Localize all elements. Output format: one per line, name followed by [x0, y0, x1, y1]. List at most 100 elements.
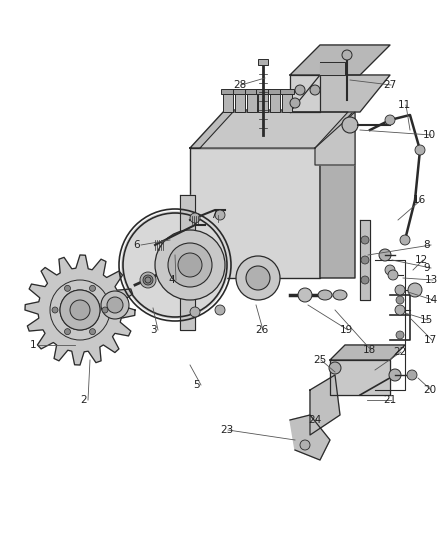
Circle shape — [295, 85, 305, 95]
Circle shape — [395, 285, 405, 295]
Circle shape — [107, 297, 123, 313]
Polygon shape — [180, 195, 195, 330]
Bar — [282, 94, 292, 112]
Circle shape — [396, 331, 404, 339]
Text: 11: 11 — [398, 100, 411, 110]
FancyBboxPatch shape — [190, 148, 320, 278]
Bar — [245, 89, 259, 94]
Text: 16: 16 — [413, 195, 426, 205]
Polygon shape — [290, 75, 320, 112]
Polygon shape — [330, 345, 405, 360]
Text: 3: 3 — [150, 325, 157, 335]
Circle shape — [389, 369, 401, 381]
Polygon shape — [310, 375, 340, 435]
Circle shape — [246, 266, 270, 290]
Circle shape — [178, 253, 202, 277]
Polygon shape — [320, 62, 345, 75]
Circle shape — [140, 272, 156, 288]
Circle shape — [361, 276, 369, 284]
Polygon shape — [330, 360, 390, 395]
Circle shape — [215, 305, 225, 315]
Circle shape — [236, 256, 280, 300]
Text: 22: 22 — [393, 347, 406, 357]
Polygon shape — [190, 110, 355, 148]
Text: 27: 27 — [383, 80, 396, 90]
Bar — [270, 94, 280, 112]
Text: 14: 14 — [425, 295, 438, 305]
Polygon shape — [200, 112, 348, 148]
Bar — [258, 94, 268, 112]
Polygon shape — [360, 220, 370, 300]
Text: 21: 21 — [383, 395, 396, 405]
Text: 23: 23 — [220, 425, 233, 435]
Bar — [221, 89, 235, 94]
Polygon shape — [290, 45, 390, 75]
Text: 19: 19 — [340, 325, 353, 335]
Bar — [268, 89, 282, 94]
Text: 9: 9 — [423, 263, 430, 273]
Circle shape — [89, 329, 95, 335]
Circle shape — [361, 236, 369, 244]
Text: 6: 6 — [133, 240, 140, 250]
Bar — [247, 94, 257, 112]
Circle shape — [121, 211, 229, 319]
Circle shape — [102, 307, 108, 313]
Polygon shape — [290, 415, 330, 460]
Polygon shape — [25, 255, 135, 365]
Circle shape — [52, 307, 58, 313]
Text: 18: 18 — [363, 345, 376, 355]
Bar — [280, 89, 294, 94]
Circle shape — [395, 305, 405, 315]
Circle shape — [310, 85, 320, 95]
Circle shape — [385, 265, 395, 275]
Text: 1: 1 — [30, 340, 37, 350]
Circle shape — [400, 235, 410, 245]
Text: 15: 15 — [420, 315, 433, 325]
Text: 25: 25 — [313, 355, 326, 365]
Text: 10: 10 — [423, 130, 436, 140]
Circle shape — [396, 296, 404, 304]
Text: 17: 17 — [424, 335, 437, 345]
Text: 4: 4 — [168, 275, 175, 285]
Circle shape — [361, 256, 369, 264]
Circle shape — [168, 243, 212, 287]
Polygon shape — [320, 110, 355, 278]
Circle shape — [298, 288, 312, 302]
Circle shape — [408, 283, 422, 297]
Text: 26: 26 — [255, 325, 268, 335]
Text: 7: 7 — [210, 210, 217, 220]
Circle shape — [407, 370, 417, 380]
Circle shape — [190, 213, 200, 223]
Circle shape — [60, 290, 100, 330]
Circle shape — [64, 285, 71, 292]
Bar — [233, 89, 247, 94]
Circle shape — [300, 440, 310, 450]
Circle shape — [342, 50, 352, 60]
Ellipse shape — [318, 290, 332, 300]
Circle shape — [89, 285, 95, 292]
Text: 12: 12 — [415, 255, 428, 265]
Text: 24: 24 — [308, 415, 321, 425]
Circle shape — [64, 329, 71, 335]
Polygon shape — [290, 75, 390, 112]
Bar — [258, 59, 268, 65]
Circle shape — [145, 277, 151, 283]
Polygon shape — [315, 112, 355, 165]
Circle shape — [379, 249, 391, 261]
Ellipse shape — [333, 290, 347, 300]
Circle shape — [388, 270, 398, 280]
Bar — [256, 89, 270, 94]
Text: 2: 2 — [80, 395, 87, 405]
Text: 20: 20 — [423, 385, 436, 395]
Circle shape — [101, 291, 129, 319]
Circle shape — [70, 300, 90, 320]
Circle shape — [329, 362, 341, 374]
Circle shape — [155, 230, 225, 300]
Circle shape — [385, 115, 395, 125]
Text: 5: 5 — [193, 380, 200, 390]
Text: 13: 13 — [425, 275, 438, 285]
Circle shape — [342, 117, 358, 133]
Text: 28: 28 — [233, 80, 246, 90]
Bar — [235, 94, 245, 112]
Bar — [223, 94, 233, 112]
